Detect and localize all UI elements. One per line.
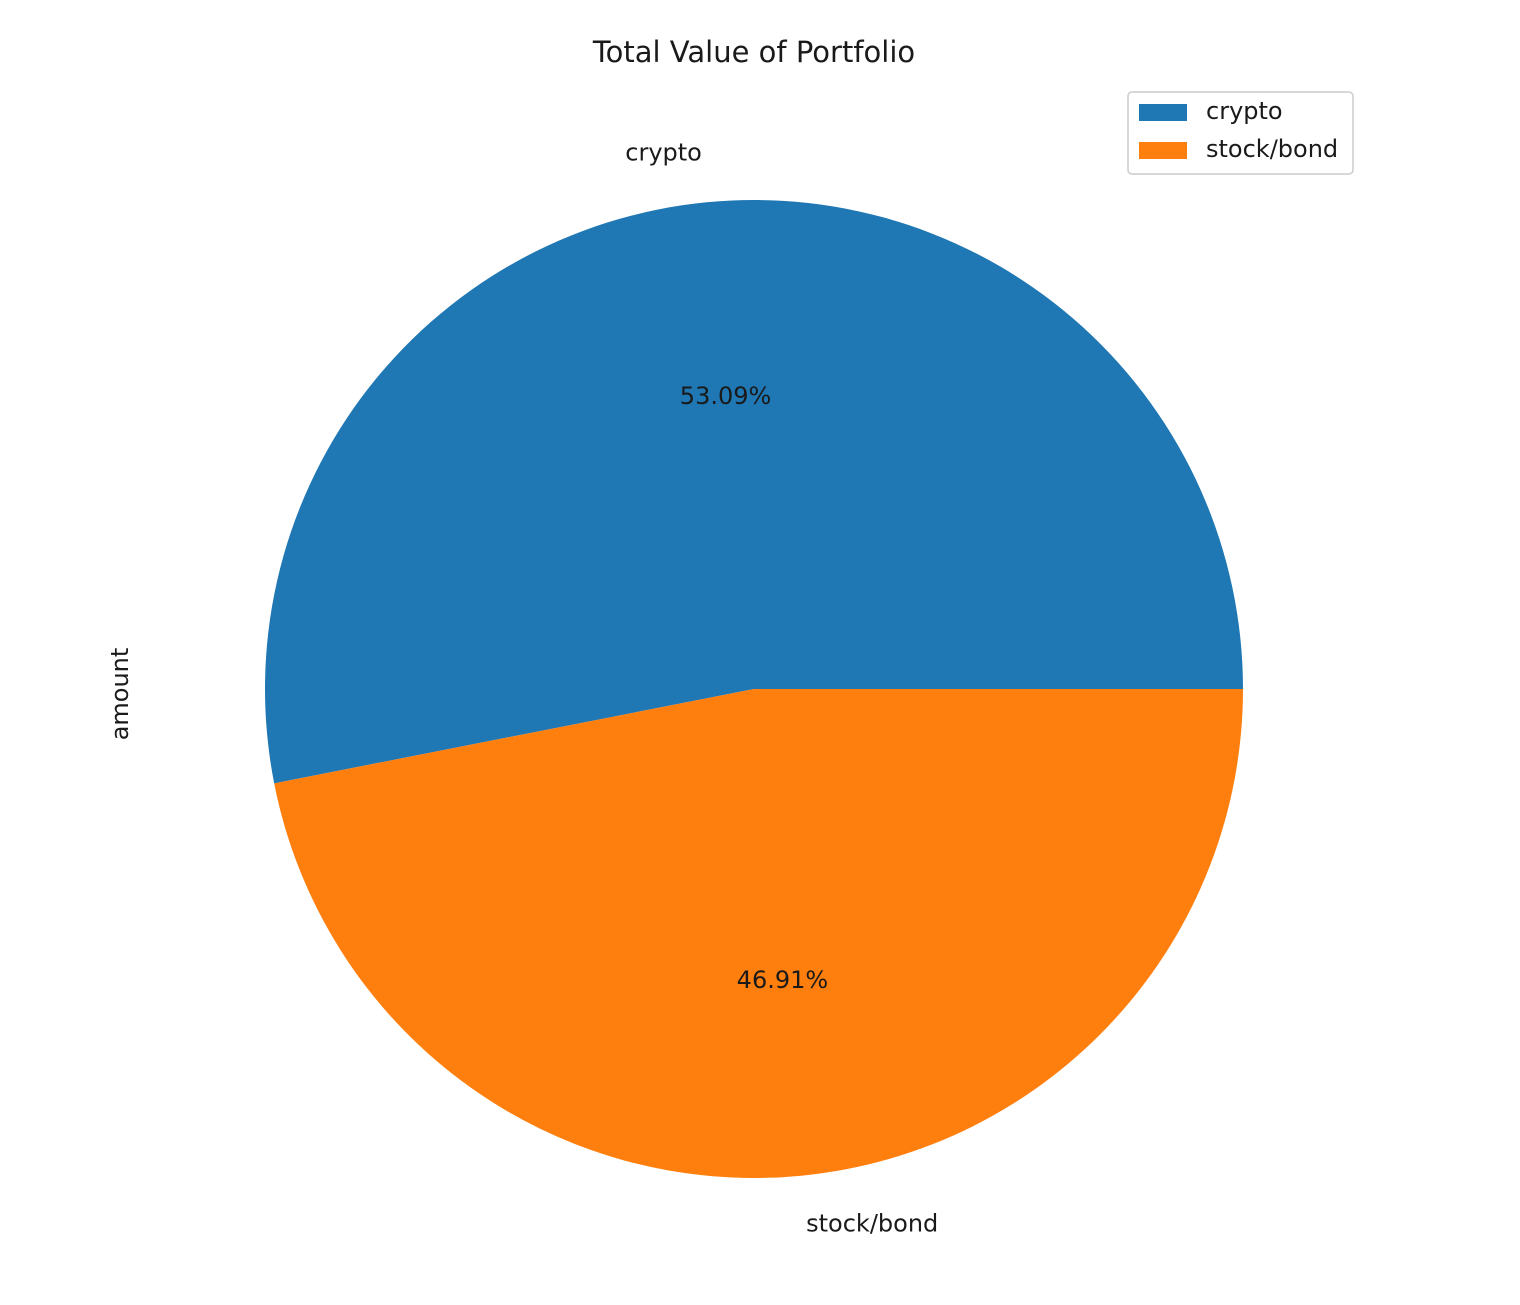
- legend-swatch-crypto: [1139, 104, 1187, 121]
- chart-title: Total Value of Portfolio: [592, 35, 915, 69]
- slice-label-stock-bond: stock/bond: [806, 1209, 938, 1237]
- pie-slice-labels: crypto 53.09% stock/bond 46.91%: [625, 139, 938, 1238]
- legend-label-crypto: crypto: [1206, 97, 1283, 125]
- slice-percent-stock-bond: 46.91%: [737, 966, 829, 994]
- slice-percent-crypto: 53.09%: [680, 382, 772, 410]
- pie-slices: [264, 200, 1243, 1178]
- legend: crypto stock/bond: [1127, 91, 1354, 175]
- pie-slice-stock-bond: [274, 689, 1243, 1178]
- pie-slice-crypto: [264, 200, 1243, 784]
- legend-label-stock-bond: stock/bond: [1206, 135, 1338, 163]
- slice-label-crypto: crypto: [625, 139, 702, 167]
- legend-entries: crypto stock/bond: [1139, 97, 1338, 163]
- y-axis-label: amount: [106, 648, 134, 741]
- legend-swatch-stock-bond: [1139, 142, 1187, 159]
